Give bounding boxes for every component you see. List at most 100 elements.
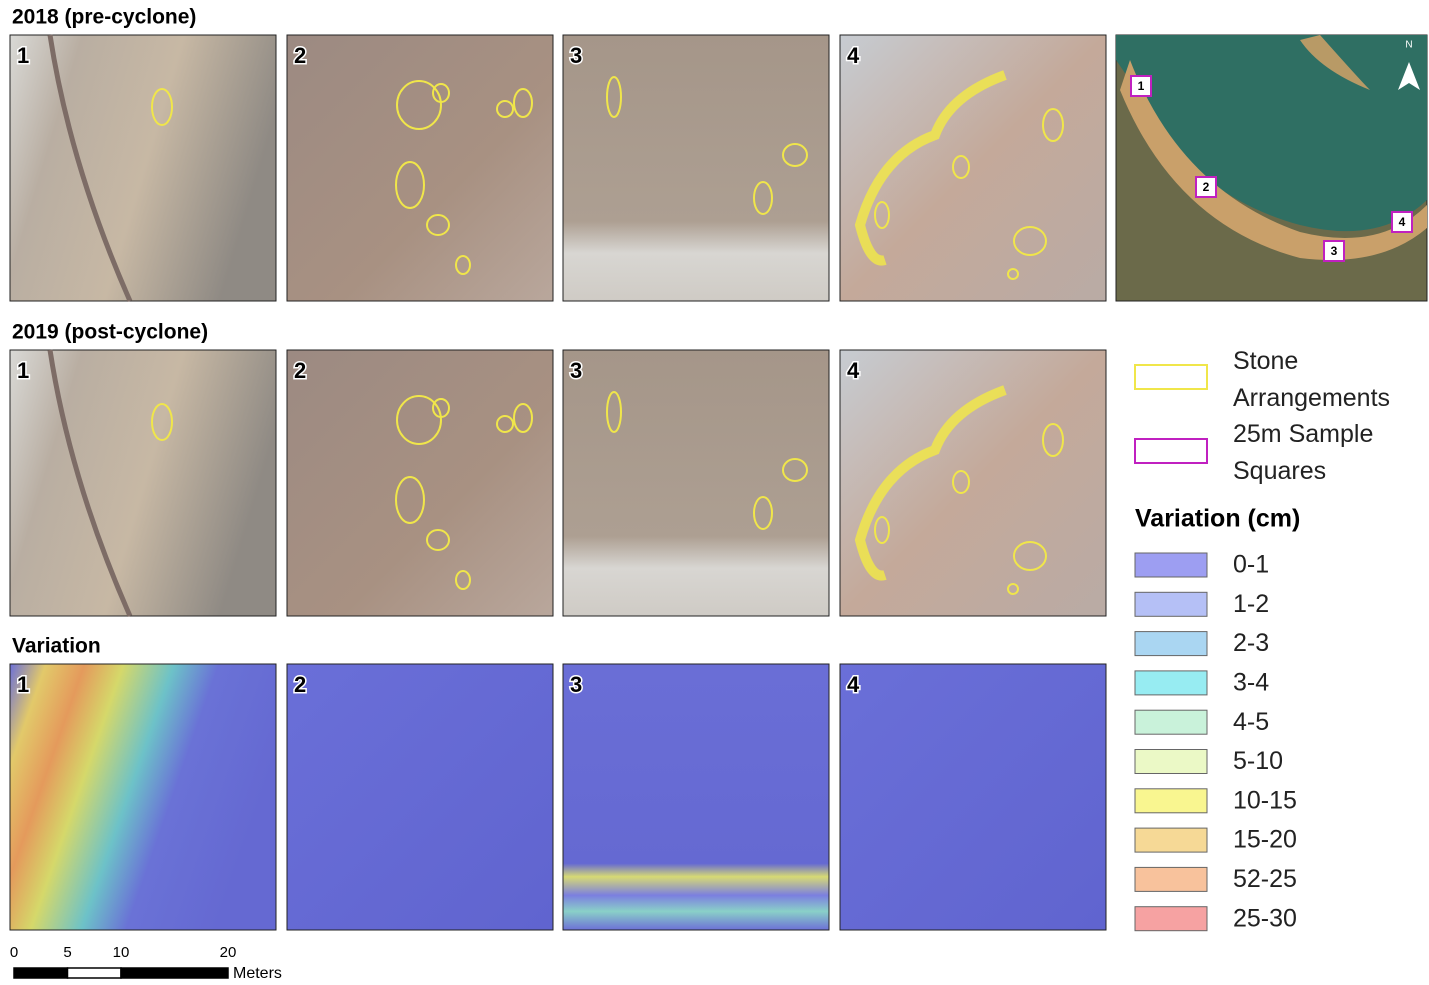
image-panel [286,663,554,931]
legend-class-label: 52-25 [1233,865,1297,893]
stone-outline [426,529,450,551]
image-panel [9,663,277,931]
scale-segment [66,967,122,979]
stone-outline [396,395,442,445]
stone-outline [151,403,173,441]
legend-swatch [1134,788,1208,814]
stone-outline [432,83,450,103]
row-title: 2019 (post-cyclone) [12,321,208,344]
shoreline [47,34,133,303]
north-arrow [1398,62,1420,90]
legend-title: Variation (cm) [1135,505,1300,533]
stone-outline [1007,268,1019,280]
legend-swatch [1134,906,1208,932]
scale-unit: Meters [233,965,282,982]
image-panel [562,349,830,617]
stone-outline [606,391,622,433]
legend-swatch [1134,591,1208,617]
stone-outline [395,161,425,209]
stone-outline [952,155,970,179]
scale-label: 20 [220,944,237,961]
stone-outline [753,181,773,215]
sample-square [1323,240,1345,262]
stone-outline [513,403,533,433]
stone-outline [1007,583,1019,595]
panel-number: 3 [570,672,582,697]
stone-outline [1013,541,1047,571]
stone-outline [496,100,514,118]
legend-squares: 25m Sample Squares [1233,420,1374,485]
legend-class-label: 25-30 [1233,904,1297,932]
location-map: N 1 2 3 4 [1115,34,1428,302]
stone-outline [606,76,622,118]
panel-number: 2 [294,358,306,383]
sandbar [1300,35,1370,90]
panel-number: 3 [570,43,582,68]
stone-outline [782,458,808,482]
stone-outline [1013,226,1047,256]
legend-swatch [1134,749,1208,774]
sample-square-label: 3 [1331,244,1338,258]
legend-swatch [1134,552,1208,578]
panel-number: 2 [294,43,306,68]
panel-number: 3 [570,358,582,383]
panel-number: 1 [17,43,29,68]
image-panel [9,349,277,617]
legend-square-symbol [1134,438,1208,464]
scale-segment [13,967,69,979]
legend-class-label: 2-3 [1233,629,1269,657]
legend-class-label: 1-2 [1233,590,1269,618]
legend-class-label: 4-5 [1233,708,1269,736]
legend-swatch [1134,866,1208,892]
stone-outline [426,214,450,236]
stone-outline [513,88,533,118]
row-title: 2018 (pre-cyclone) [12,6,196,29]
panel-number: 4 [847,358,860,383]
row-title: Variation [12,635,101,658]
panel-number: 1 [17,358,29,383]
legend-swatch [1134,670,1208,696]
stone-outline [1042,423,1064,457]
legend-stone: Stone Arrangements [1233,347,1391,412]
legend-class-label: 5-10 [1233,747,1283,775]
legend-class-label: 3-4 [1233,669,1269,697]
stone-outline [874,516,890,544]
shoreline [47,349,133,618]
sample-square-label: 1 [1138,79,1145,93]
stone-outline [874,201,890,229]
image-panel [562,34,830,302]
sample-square [1391,211,1413,233]
stone-outline [753,496,773,530]
image-panel [562,663,830,931]
stone-outline [396,80,442,130]
legend-class-label: 15-20 [1233,826,1297,854]
sample-square-label: 2 [1203,180,1210,194]
stone-outline [395,476,425,524]
legend-class-label: 10-15 [1233,786,1297,814]
stone-outline [782,143,808,167]
scale-label: 5 [63,944,71,961]
scale-label: 0 [10,944,18,961]
stone-outline [952,470,970,494]
image-panel [839,663,1107,931]
water [1116,35,1427,232]
image-panel [9,34,277,302]
beach [1120,60,1427,260]
panel-number: 1 [17,672,29,697]
stone-outline [496,415,514,433]
legend-swatch [1134,631,1208,657]
sample-square [1195,176,1217,198]
stone-outline [854,385,1007,581]
stone-outline [854,70,1007,266]
legend-swatch [1134,709,1208,735]
stone-outline [1042,108,1064,142]
sample-square-label: 4 [1399,215,1406,229]
legend-class-label: 0-1 [1233,551,1269,579]
stone-outline [151,88,173,126]
scale-label: 10 [113,944,130,961]
stone-outline [432,398,450,418]
panel-number: 2 [294,672,306,697]
north-label: N [1405,40,1412,51]
